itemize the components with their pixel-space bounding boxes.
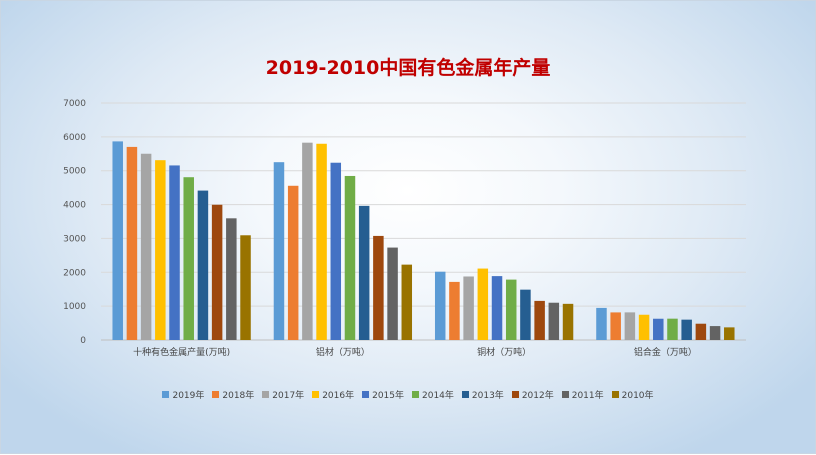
bar-2018年-0	[126, 146, 138, 340]
legend-item: 2017年	[262, 388, 304, 401]
legend-item: 2010年	[611, 388, 654, 401]
y-tick-label: 1000	[63, 302, 86, 312]
bar-2015年-2	[491, 276, 503, 340]
bar-2016年-2	[477, 268, 489, 340]
bar-2013年-0	[197, 190, 209, 340]
legend-label: 2015年	[372, 391, 404, 401]
bar-2012年-0	[211, 204, 223, 340]
legend-item: 2015年	[362, 388, 404, 401]
y-tick-label: 3000	[63, 234, 86, 244]
legend-label: 2016年	[322, 391, 355, 401]
bar-2012年-1	[373, 235, 384, 340]
bar-2015年-0	[169, 165, 180, 340]
bar-2019年-3	[596, 307, 607, 340]
legend-swatch	[511, 391, 519, 398]
bar-2017年-3	[624, 312, 636, 340]
legend-swatch	[611, 391, 619, 398]
x-tick-label: 十种有色金属产量(万吨)	[133, 346, 230, 358]
legend-swatch	[262, 391, 270, 398]
y-tick-label: 0	[80, 336, 86, 346]
chart-legend: 2019年 2018年 2017年 2016年 2015年 2014年 2013年 2012年…	[1, 388, 815, 401]
x-tick-label: 铜材（万吨）	[477, 346, 531, 358]
bar-2018年-1	[287, 185, 299, 340]
bar-2013年-3	[681, 319, 692, 340]
bar-2017年-0	[140, 153, 152, 340]
bar-2019年-1	[273, 162, 285, 340]
legend-swatch	[461, 391, 469, 398]
bar-2019年-2	[434, 271, 446, 340]
bar-2014年-2	[505, 279, 517, 340]
bar-2016年-0	[155, 160, 166, 340]
legend-item: 2019年	[162, 388, 204, 401]
legend-item: 2011年	[561, 388, 604, 401]
bar-2014年-0	[183, 177, 194, 340]
bar-2018年-2	[449, 281, 460, 340]
bar-2011年-0	[226, 218, 237, 340]
bar-2014年-3	[667, 318, 678, 340]
legend-label: 2018年	[222, 391, 255, 401]
legend-item: 2013年	[461, 388, 504, 401]
bar-2019年-0	[112, 141, 123, 340]
x-tick-label: 铝合金（万吨）	[634, 346, 697, 358]
bar-2014年-1	[344, 175, 356, 340]
y-tick-label: 7000	[63, 99, 86, 109]
bar-2010年-1	[401, 264, 413, 340]
legend-swatch	[412, 391, 419, 398]
bar-2011年-2	[548, 302, 560, 340]
chart-title: 2019-2010中国有色金属年产量	[265, 57, 551, 79]
legend-item: 2014年	[412, 388, 454, 401]
legend-item: 2012年	[511, 388, 554, 401]
legend-swatch	[362, 391, 370, 398]
bar-2013年-2	[520, 289, 531, 340]
bar-2015年-3	[653, 318, 664, 340]
legend-item: 2018年	[212, 388, 254, 401]
legend-swatch	[561, 391, 569, 398]
bar-2010年-0	[240, 235, 251, 340]
legend-label: 2017年	[272, 391, 305, 401]
y-tick-label: 2000	[63, 268, 86, 278]
bar-2013年-1	[358, 205, 370, 340]
bar-2010年-3	[724, 327, 735, 340]
bar-2017年-2	[463, 276, 474, 340]
legend-label: 2019年	[172, 391, 205, 401]
bar-2010年-2	[562, 303, 574, 340]
bar-2012年-2	[534, 300, 545, 340]
legend-swatch	[212, 391, 220, 398]
bar-2012年-3	[695, 323, 707, 340]
bar-2018年-3	[610, 312, 621, 340]
y-tick-label: 6000	[63, 133, 86, 143]
y-tick-label: 4000	[63, 201, 86, 211]
legend-label: 2014年	[422, 391, 454, 401]
x-tick-label: 铝材（万吨）	[316, 346, 370, 358]
legend-label: 2012年	[521, 391, 554, 401]
bar-2015年-1	[330, 162, 342, 340]
legend-label: 2013年	[471, 391, 504, 401]
legend-label: 2010年	[621, 391, 654, 401]
legend-swatch	[162, 391, 170, 398]
bar-2017年-1	[302, 142, 313, 340]
y-tick-label: 5000	[63, 167, 86, 177]
legend-swatch	[312, 391, 320, 398]
legend-item: 2016年	[312, 388, 354, 401]
legend-label: 2011年	[571, 391, 604, 401]
bar-2011年-3	[709, 326, 721, 340]
bar-2011年-1	[387, 247, 398, 340]
bar-2016年-1	[316, 143, 327, 340]
bar-2016年-3	[638, 314, 650, 340]
